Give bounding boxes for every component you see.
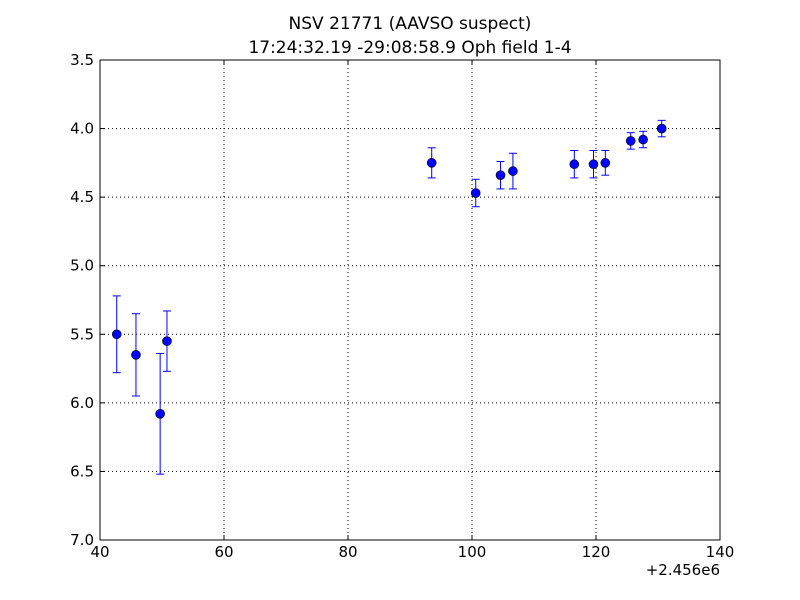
chart-title-line1: NSV 21771 (AAVSO suspect) xyxy=(289,14,532,34)
data-point xyxy=(638,134,648,145)
chart-title-line2: 17:24:32.19 -29:08:58.9 Oph field 1-4 xyxy=(248,38,571,58)
y-tick-label: 3.5 xyxy=(70,51,94,69)
y-tick-label: 4.0 xyxy=(70,120,94,138)
data-point xyxy=(162,336,172,346)
data-point xyxy=(155,409,165,419)
data-point xyxy=(495,170,506,180)
data-point xyxy=(131,350,141,360)
y-tick-label: 4.5 xyxy=(70,188,94,206)
data-point xyxy=(111,329,122,340)
plot-frame xyxy=(99,59,721,541)
x-tick-label: 100 xyxy=(458,543,487,561)
y-tick-label: 5.5 xyxy=(70,325,94,343)
x-tick-label: 140 xyxy=(706,543,735,561)
data-point xyxy=(625,136,636,146)
x-tick-label: 120 xyxy=(582,543,611,561)
y-tick-label: 6.5 xyxy=(70,462,94,480)
data-point xyxy=(656,123,667,134)
grid xyxy=(100,60,720,540)
data-point xyxy=(426,158,437,168)
data-point xyxy=(508,166,518,176)
x-tick-label: 40 xyxy=(90,543,109,561)
y-tick-label: 7.0 xyxy=(70,531,94,549)
x-tick-label: 80 xyxy=(338,543,357,561)
data-point xyxy=(588,159,599,170)
data-series xyxy=(111,119,667,475)
data-point xyxy=(600,158,611,168)
data-point xyxy=(569,159,580,170)
x-tick-label: 60 xyxy=(214,543,233,561)
y-tick-label: 5.0 xyxy=(70,257,94,275)
data-point xyxy=(470,188,481,198)
x-offset-label: +2.456e6 xyxy=(646,561,720,579)
axis-ticks: 40 60 80 100 120 140 3.5 4.0 4.5 5.0 5.5 6.0 6.5 7.0 xyxy=(70,51,734,561)
y-tick-label: 6.0 xyxy=(70,394,94,412)
